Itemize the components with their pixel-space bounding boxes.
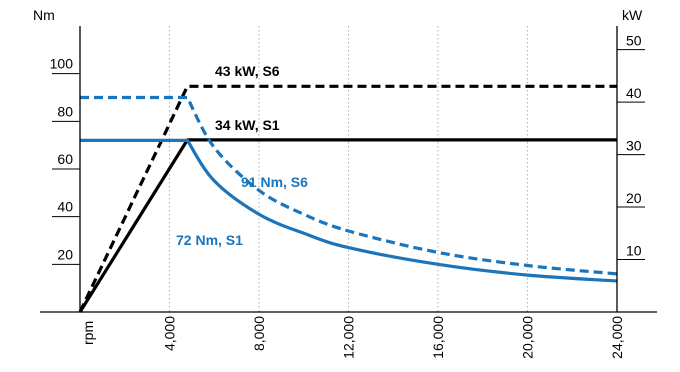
kw-tick-label-0: 10 [626,243,642,259]
curves [78,84,618,313]
annotation-s1-torque: 72 Nm, S1 [176,232,243,248]
annotation-s6-power: 43 kW, S6 [215,63,280,79]
series-line-2 [80,95,618,276]
kw-tick-label-1: 20 [626,190,642,206]
kw-tick-label-2: 30 [626,138,642,154]
y-tick-label-0: 20 [57,246,73,262]
x-tick-label-2: 12,000 [341,316,357,359]
x-tick-label-0: 4,000 [162,316,178,351]
x-tick-label-4: 20,000 [520,316,536,359]
x-tick-label-1: 8,000 [251,316,267,351]
series-line-3 [80,138,618,283]
annotation-s6-torque: 91 Nm, S6 [241,174,308,190]
y-tick-label-2: 60 [57,151,73,167]
y-tick-label-1: 40 [57,199,73,215]
right-axis-unit: kW [622,7,643,23]
series-line-0 [78,84,617,313]
annotation-s1-power: 34 kW, S1 [215,117,280,133]
kw-tick-label-3: 40 [626,85,642,101]
axes [40,26,657,313]
x-tick-label-3: 16,000 [430,316,446,359]
ticks: 20 40 60 80 100 10 20 30 40 50 4,000 8,000 12,000 16,… [50,33,645,359]
kw-tick-label-4: 50 [626,33,642,49]
x-axis-unit: rpm [80,321,96,345]
left-axis-unit: Nm [33,7,55,23]
y-tick-label-3: 80 [57,103,73,119]
y-tick-label-4: 100 [50,56,74,72]
x-tick-label-5: 24,000 [609,316,625,359]
